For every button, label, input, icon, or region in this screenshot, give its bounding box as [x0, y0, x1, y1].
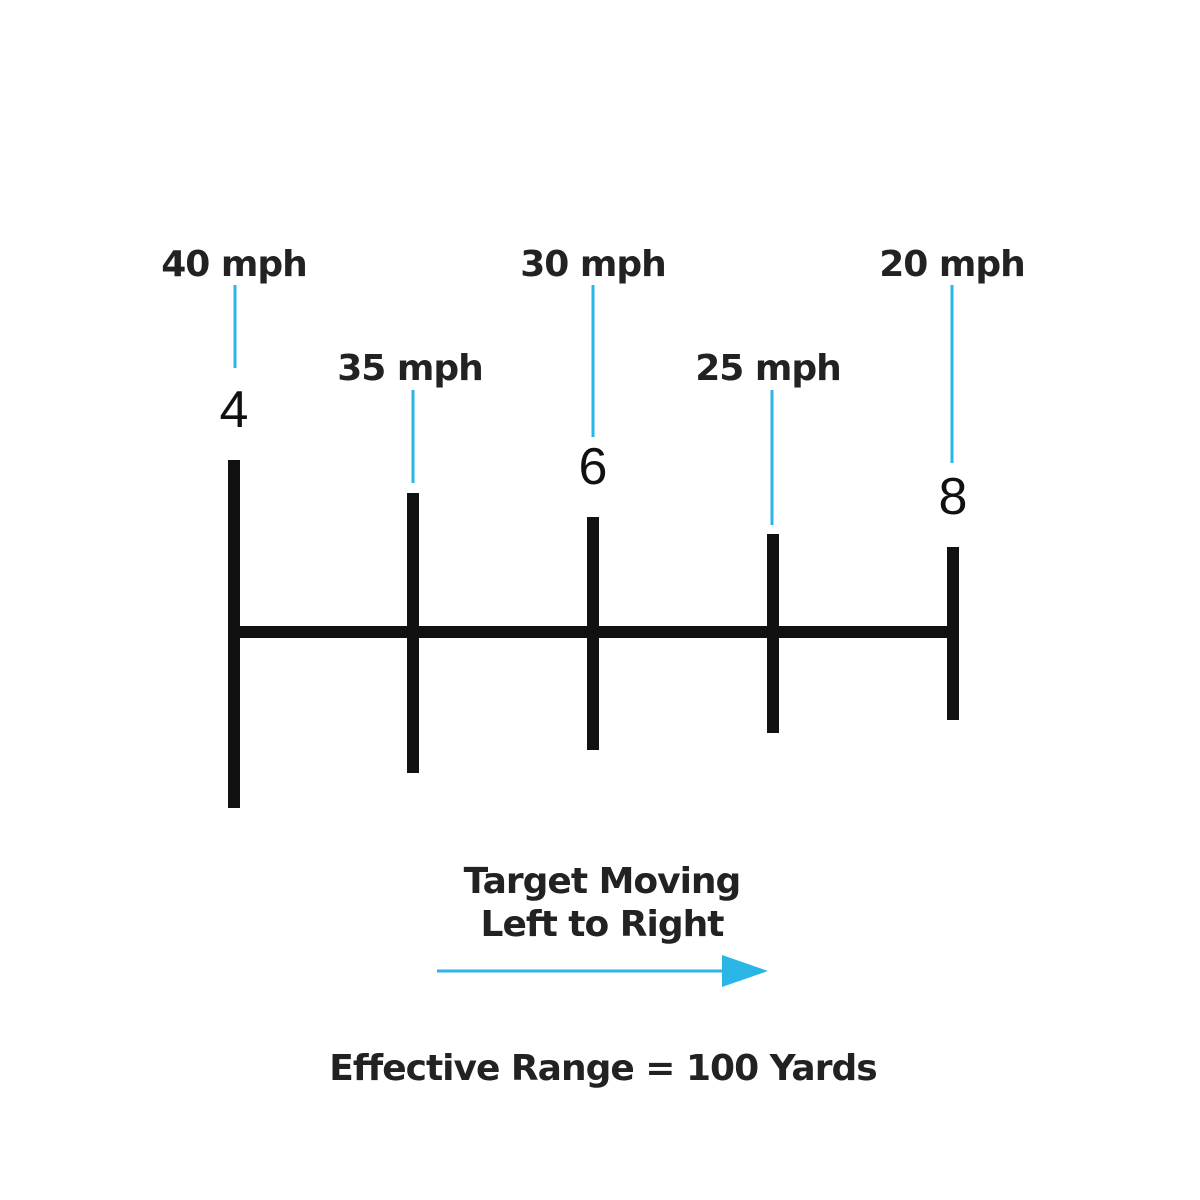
- direction-arrow-head: [722, 955, 768, 987]
- speed-label: 40 mph: [161, 244, 307, 285]
- speed-label: 35 mph: [337, 348, 483, 389]
- direction-caption: Target Moving: [464, 861, 741, 902]
- range-note: Effective Range = 100 Yards: [329, 1048, 876, 1089]
- stadia-number: 6: [579, 438, 608, 496]
- direction-caption: Left to Right: [481, 904, 725, 945]
- speed-label: 30 mph: [520, 244, 666, 285]
- stadia-number: 4: [220, 381, 249, 439]
- speed-label: 20 mph: [879, 244, 1025, 285]
- stadia-number: 8: [939, 468, 968, 526]
- speed-label: 25 mph: [695, 348, 841, 389]
